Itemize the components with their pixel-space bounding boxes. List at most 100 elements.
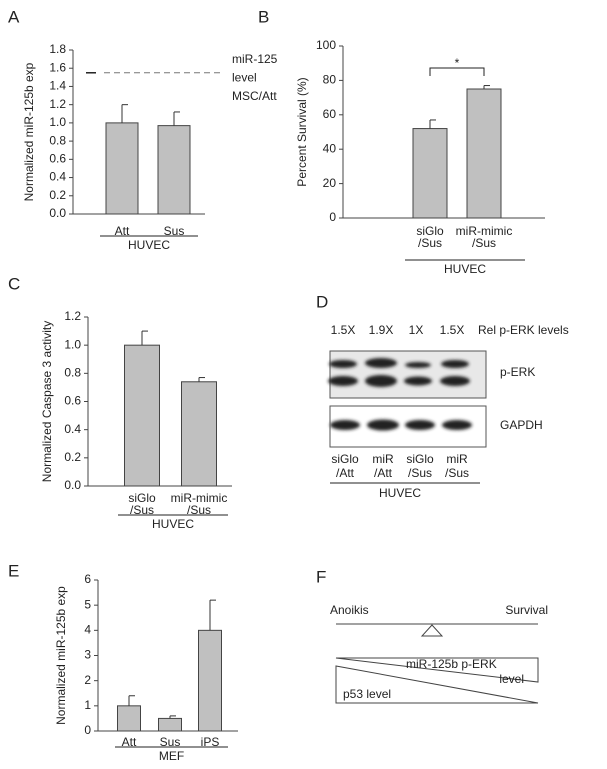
y-tick-label: 1.2	[49, 97, 66, 111]
y-tick-label: 100	[316, 38, 336, 52]
y-tick-label: 60	[323, 107, 337, 121]
y-axis-label: Normalized miR-125b exp	[54, 586, 68, 725]
y-tick-label: 1	[84, 698, 91, 712]
x-tick-label: Att	[122, 735, 137, 749]
row-label: p-ERK	[500, 365, 535, 379]
upper-label: level	[499, 672, 524, 686]
y-tick-label: 2	[84, 673, 91, 687]
fold-change: 1X	[409, 323, 424, 337]
y-tick-label: 0	[84, 723, 91, 737]
x-tick-label: miR-mimic	[171, 491, 228, 505]
panel-letter: B	[258, 7, 269, 26]
y-tick-label: 1.8	[49, 42, 66, 56]
y-axis-label: Normalized miR-125b exp	[22, 62, 36, 201]
lower-wedge	[335, 665, 539, 704]
y-tick-label: 1.2	[64, 309, 81, 323]
y-tick-label: 1.0	[64, 337, 81, 351]
y-tick-label: 0.8	[49, 133, 66, 147]
left-label: Anoikis	[330, 603, 369, 617]
significance-label: *	[455, 56, 460, 70]
row-label: GAPDH	[500, 418, 543, 432]
annotation: miR-125	[232, 52, 278, 66]
lane-label: /Att	[336, 466, 355, 480]
significance-bracket	[429, 67, 485, 76]
bar	[181, 381, 217, 487]
lane-label: /Sus	[445, 466, 469, 480]
lane-label: /Sus	[408, 466, 432, 480]
lane-label: /Att	[374, 466, 393, 480]
group-label: HUVEC	[128, 238, 170, 252]
y-tick-label: 5	[84, 597, 91, 611]
blot-panel: D 1.5X 1.9X 1X 1.5X Rel p-ERK levels p-E…	[316, 292, 569, 500]
y-tick-label: 3	[84, 648, 91, 662]
group-label: HUVEC	[379, 486, 421, 500]
group-label: MEF	[159, 749, 184, 763]
lane-label: miR	[372, 452, 394, 466]
y-tick-label: 0.2	[49, 188, 66, 202]
bar	[198, 629, 222, 732]
y-axis-label: Normalized Caspase 3 activity	[40, 321, 54, 482]
y-tick-label: 1.0	[49, 115, 66, 129]
x-tick-label: miR-mimic	[456, 224, 513, 238]
y-tick-label: 0.4	[49, 170, 66, 184]
bar	[158, 717, 182, 732]
y-tick-label: 6	[84, 572, 91, 586]
bar	[412, 128, 448, 219]
panel-letter: F	[316, 567, 326, 586]
x-tick-label: Att	[115, 224, 130, 238]
right-label: Survival	[505, 603, 548, 617]
x-tick-label: siGlo	[416, 224, 444, 238]
y-tick-label: 0.8	[64, 366, 81, 380]
fold-change: 1.5X	[331, 323, 356, 337]
y-tick-label: 40	[323, 141, 337, 155]
panel-letter: A	[8, 7, 20, 26]
fold-change: 1.9X	[369, 323, 394, 337]
fulcrum	[420, 624, 444, 637]
blot-box	[329, 405, 487, 448]
upper-wedge	[335, 657, 539, 683]
group-label: HUVEC	[444, 262, 486, 276]
annotation: level	[232, 71, 257, 85]
x-tick-label: /Sus	[472, 236, 496, 250]
bar	[105, 122, 139, 215]
y-tick-label: 0.2	[64, 450, 81, 464]
blot-box	[329, 350, 487, 399]
x-tick-label: iPS	[201, 735, 220, 749]
x-tick-label: /Sus	[130, 503, 154, 517]
y-tick-label: 1.4	[49, 79, 66, 93]
y-tick-label: 0.6	[64, 394, 81, 408]
x-tick-label: Sus	[164, 224, 185, 238]
x-tick-label: /Sus	[187, 503, 211, 517]
bar	[124, 344, 160, 487]
y-tick-label: 0.6	[49, 152, 66, 166]
lane-label: miR	[446, 452, 468, 466]
diagram-panel: F Anoikis Survival miR-125b p-ERK level …	[316, 567, 548, 704]
y-tick-label: 0	[329, 210, 336, 224]
upper-label: miR-125b p-ERK	[406, 657, 497, 671]
annotation: MSC/Att	[232, 89, 277, 103]
lane-label: siGlo	[406, 452, 434, 466]
lane-label: siGlo	[331, 452, 359, 466]
bands	[328, 358, 472, 431]
y-tick-label: 0.4	[64, 422, 81, 436]
y-tick-label: 80	[323, 73, 337, 87]
y-tick-label: 1.6	[49, 60, 66, 74]
panel-letter: C	[8, 274, 20, 293]
y-axis-label: Percent Survival (%)	[295, 77, 309, 186]
panel-letter: E	[8, 561, 19, 580]
y-tick-label: 0.0	[49, 206, 66, 220]
fold-label: Rel p-ERK levels	[478, 323, 569, 337]
bar	[117, 705, 141, 732]
y-tick-label: 4	[84, 623, 91, 637]
x-tick-label: /Sus	[418, 236, 442, 250]
panel-letter: D	[316, 292, 328, 311]
y-tick-label: 20	[323, 176, 337, 190]
lower-label: p53 level	[343, 687, 391, 701]
bar	[157, 125, 191, 215]
x-tick-label: Sus	[160, 735, 181, 749]
fold-change: 1.5X	[440, 323, 465, 337]
bar	[466, 88, 502, 219]
group-label: HUVEC	[152, 517, 194, 531]
y-tick-label: 0.0	[64, 478, 81, 492]
